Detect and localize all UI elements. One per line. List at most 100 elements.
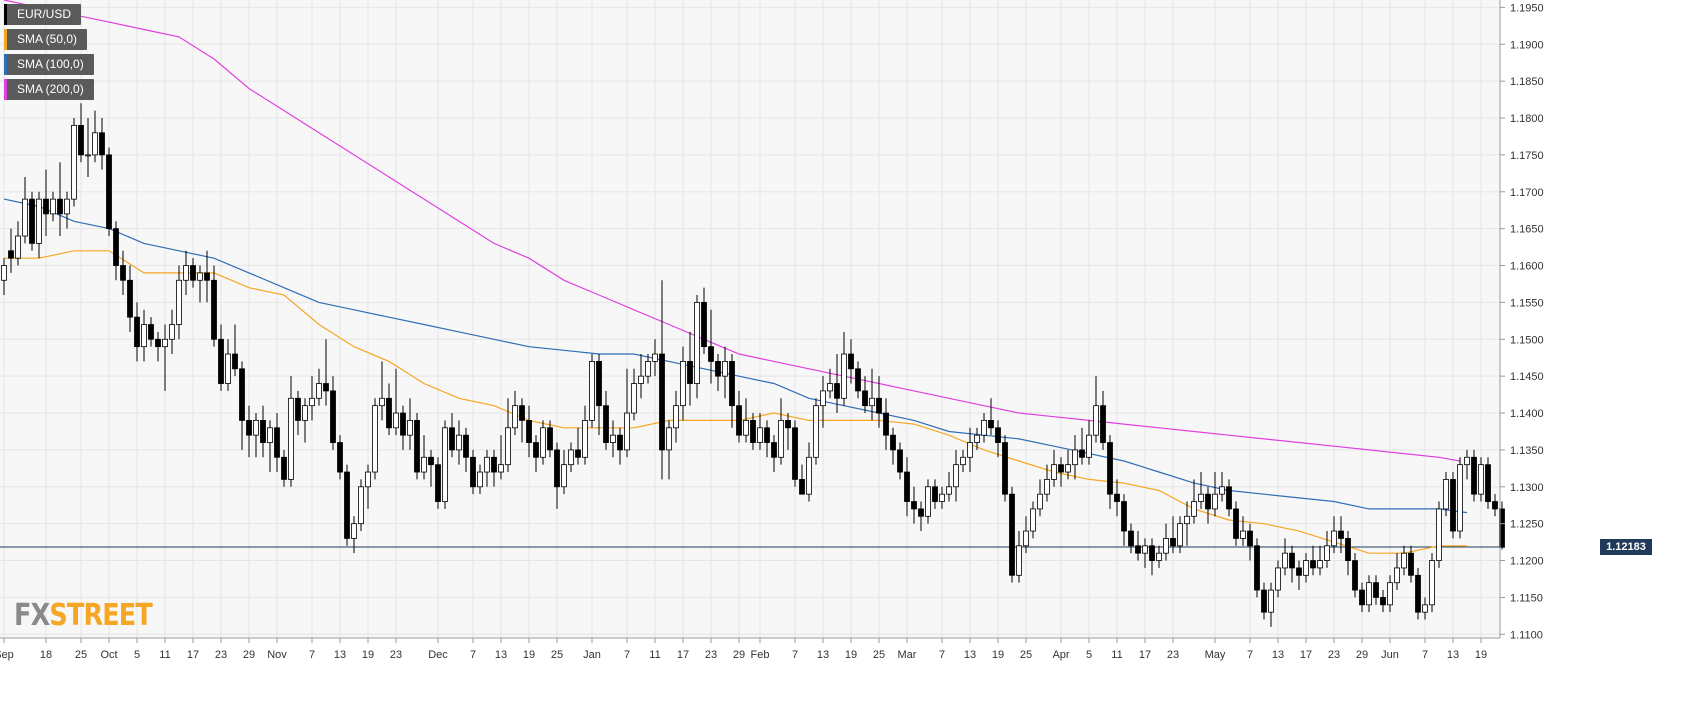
candle-down	[29, 198, 35, 244]
candle-up	[1023, 530, 1029, 547]
x-tick-label: 17	[1139, 649, 1151, 661]
x-tick-label: Apr	[1052, 649, 1069, 661]
candle-down	[99, 132, 105, 156]
candle-down	[890, 434, 896, 451]
y-tick-label: 1.1450	[1510, 371, 1544, 383]
candle-down	[1345, 538, 1351, 561]
candle-up	[456, 434, 462, 451]
legend-item-eurusd[interactable]: EUR/USD	[4, 4, 82, 25]
candle-up	[694, 302, 700, 384]
candle-up	[1366, 582, 1372, 606]
candle-down	[1380, 597, 1386, 606]
candle-down	[729, 361, 735, 407]
candle-down	[344, 471, 350, 539]
candle-down	[659, 353, 665, 451]
candle-down	[330, 390, 336, 443]
candle-down	[799, 479, 805, 495]
candle-up	[827, 383, 833, 392]
candle-down	[1058, 464, 1064, 473]
candle-up	[92, 132, 98, 156]
x-tick-label: 17	[677, 649, 689, 661]
x-tick-label: 19	[845, 649, 857, 661]
x-tick-label: 7	[792, 649, 798, 661]
legend-item-sma100[interactable]: SMA (100,0)	[4, 54, 94, 75]
candle-up	[841, 353, 847, 399]
x-tick-label: 25	[873, 649, 885, 661]
candle-up	[442, 427, 448, 502]
candle-up	[309, 397, 315, 407]
candle-down	[1002, 442, 1008, 495]
legend-label: SMA (200,0)	[17, 82, 84, 96]
candle-down	[876, 397, 882, 414]
x-tick-label: 13	[1272, 649, 1284, 661]
candle-up	[505, 427, 511, 466]
candle-up	[407, 420, 413, 436]
candle-up	[652, 353, 658, 362]
candle-up	[1191, 501, 1197, 517]
candle-down	[1247, 530, 1253, 547]
legend-item-sma200[interactable]: SMA (200,0)	[4, 79, 94, 100]
x-tick-label: 13	[1447, 649, 1459, 661]
candle-down	[1359, 589, 1365, 606]
x-tick-label: Dec	[428, 649, 448, 661]
candle-up	[15, 235, 21, 259]
candle-up	[820, 390, 826, 407]
candle-up	[638, 375, 644, 384]
candle-down	[1079, 449, 1085, 458]
candle-down	[533, 442, 539, 458]
candle-up	[1317, 560, 1323, 569]
candle-up	[162, 338, 168, 348]
candle-up	[1065, 464, 1071, 473]
x-tick-label: Nov	[267, 649, 287, 661]
candle-up	[743, 420, 749, 436]
candle-down	[1415, 574, 1421, 613]
legend-item-sma50[interactable]: SMA (50,0)	[4, 29, 88, 50]
x-tick-label: 11	[1111, 649, 1122, 661]
x-tick-label: Jan	[583, 649, 601, 661]
x-tick-label: 7	[1422, 649, 1428, 661]
candle-down	[470, 456, 476, 488]
x-tick-label: Jun	[1381, 649, 1399, 661]
candle-up	[1401, 552, 1407, 569]
candle-down	[78, 124, 84, 156]
y-tick-label: 1.1100	[1510, 629, 1543, 641]
x-tick-label: 23	[1328, 649, 1340, 661]
y-tick-label: 1.1150	[1510, 592, 1543, 604]
candle-down	[1352, 560, 1358, 591]
legend-label: SMA (50,0)	[17, 32, 78, 46]
candle-down	[148, 324, 154, 340]
candle-up	[1072, 449, 1078, 466]
candle-down	[239, 368, 245, 421]
candle-up	[1429, 560, 1435, 606]
candle-up	[806, 456, 812, 495]
candle-down	[337, 442, 343, 473]
legend-swatch	[4, 79, 7, 100]
candle-up	[624, 412, 630, 451]
candle-down	[1450, 479, 1456, 532]
candle-up	[1331, 530, 1337, 547]
x-tick-label: Mar	[898, 649, 917, 661]
candle-up	[22, 198, 28, 237]
x-tick-label: 25	[551, 649, 563, 661]
candle-down	[428, 456, 434, 466]
candle-down	[911, 501, 917, 510]
candle-down	[1107, 442, 1113, 495]
candle-down	[1289, 552, 1295, 569]
candle-up	[939, 493, 945, 502]
candle-up	[393, 412, 399, 429]
candle-up	[1198, 493, 1204, 502]
candle-down	[995, 427, 1001, 443]
x-tick-label: 19	[362, 649, 374, 661]
candle-down	[1296, 567, 1302, 576]
candle-down	[1135, 545, 1141, 554]
x-tick-label: 19	[523, 649, 535, 661]
y-tick-label: 1.1200	[1510, 556, 1544, 568]
candle-down	[57, 198, 63, 215]
candle-down	[1114, 493, 1120, 502]
candle-down	[771, 442, 777, 458]
legend-label: EUR/USD	[17, 7, 72, 21]
candle-up	[1184, 515, 1190, 525]
candle-down	[1492, 501, 1498, 510]
x-tick-label: 29	[733, 649, 745, 661]
candle-down	[218, 338, 224, 384]
